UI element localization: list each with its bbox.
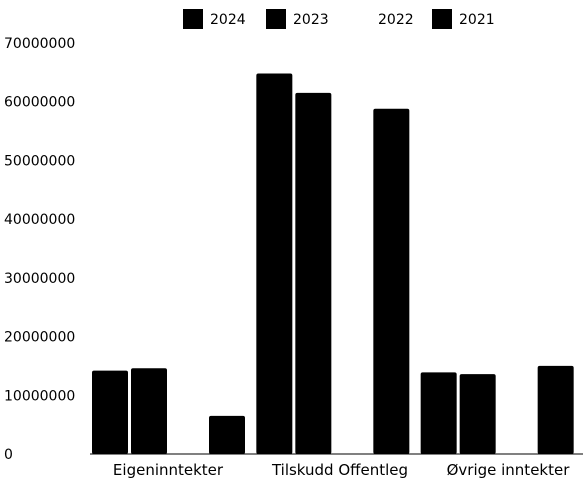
legend-swatch-2024 (183, 9, 203, 29)
legend-label: 2023 (293, 12, 329, 28)
y-tick-label: 70000000 (4, 36, 75, 52)
legend: 2024 2023 2022 2021 (183, 9, 495, 29)
legend-label: 2021 (459, 12, 495, 28)
bar-2024-0 (92, 370, 128, 454)
bar-2023-1 (295, 92, 332, 455)
bar-2023-0 (131, 368, 167, 454)
legend-label: 2022 (378, 12, 414, 28)
y-tick-label: 30000000 (4, 271, 75, 287)
legend-label: 2024 (210, 12, 246, 28)
y-axis: 70000000 60000000 50000000 40000000 30000000… (4, 36, 75, 463)
bar-2021-2 (537, 365, 574, 454)
x-category-label: Øvrige inntekter (447, 461, 571, 479)
x-axis: Eigeninntekter Tilskudd Offentleg Øvrige i… (90, 453, 583, 479)
bar-2023-2 (459, 374, 496, 454)
bar-2021-0 (209, 415, 245, 454)
legend-swatch-2022 (351, 9, 371, 29)
legend-swatch-2023 (266, 9, 286, 29)
x-category-label: Eigeninntekter (113, 461, 224, 479)
bars (92, 73, 574, 455)
y-tick-label: 10000000 (4, 388, 75, 404)
bar-2024-2 (420, 372, 457, 454)
x-category-label: Tilskudd Offentleg (271, 461, 408, 479)
y-tick-label: 20000000 (4, 330, 75, 346)
y-tick-label: 0 (4, 447, 13, 463)
y-tick-label: 40000000 (4, 212, 75, 228)
legend-swatch-2021 (432, 9, 452, 29)
y-tick-label: 60000000 (4, 95, 75, 111)
bar-2021-1 (373, 108, 410, 454)
bar-2024-1 (256, 73, 293, 454)
y-tick-label: 50000000 (4, 153, 75, 169)
